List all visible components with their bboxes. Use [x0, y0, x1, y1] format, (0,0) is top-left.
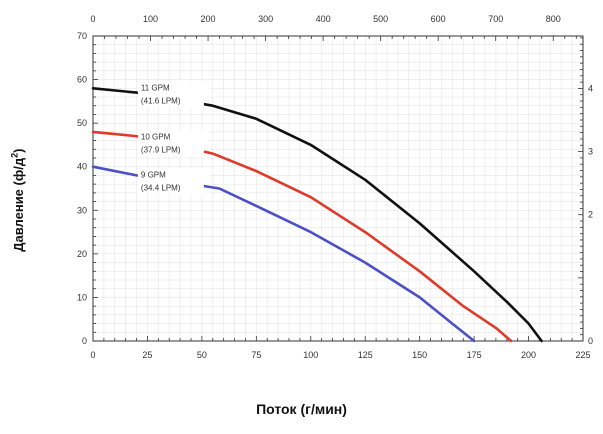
x-tick-label: 50	[197, 350, 207, 360]
right-tick-label: 0	[588, 336, 593, 346]
right-tick-label: 4	[588, 83, 593, 93]
top-tick-label: 100	[143, 14, 158, 24]
x-tick-label: 150	[412, 350, 427, 360]
y-axis-title-wrap: Давление (ф/д2)	[5, 60, 31, 340]
curve-annotation-label: 9 GPM	[141, 171, 166, 180]
y-tick-label: 50	[77, 118, 87, 128]
curve-annotation-label: (41.6 LPM)	[141, 96, 181, 105]
y-tick-label: 70	[77, 31, 87, 41]
top-tick-label: 500	[373, 14, 388, 24]
plot-frame	[92, 35, 584, 342]
y-tick-label: 30	[77, 205, 87, 215]
annotation-mask	[137, 130, 204, 157]
annotation-mask	[137, 81, 204, 108]
y-tick-label: 40	[77, 162, 87, 172]
right-tick-label: 2	[588, 210, 593, 220]
y-axis-title-close: )	[11, 148, 27, 153]
y-axis-title: Давление (ф/д2)	[10, 148, 26, 251]
curve-annotation-label: (37.9 LPM)	[141, 146, 181, 155]
x-axis-title: Поток (г/мин)	[256, 401, 347, 417]
y-tick-label: 0	[82, 336, 87, 346]
top-tick-label: 400	[316, 14, 331, 24]
x-tick-label: 175	[467, 350, 482, 360]
y-axis-title-main: Давление (ф/д	[11, 157, 27, 252]
top-tick-label: 200	[201, 14, 216, 24]
x-tick-label: 100	[303, 350, 318, 360]
x-tick-label: 200	[521, 350, 536, 360]
x-tick-label: 225	[575, 350, 590, 360]
x-tick-label: 125	[358, 350, 373, 360]
top-tick-label: 600	[431, 14, 446, 24]
top-tick-label: 0	[90, 14, 95, 24]
top-tick-label: 700	[488, 14, 503, 24]
curve-annotation-label: 10 GPM	[141, 133, 171, 142]
annotation-mask	[137, 168, 204, 195]
y-tick-label: 20	[77, 249, 87, 259]
top-tick-label: 300	[258, 14, 273, 24]
x-tick-label: 25	[142, 350, 152, 360]
y-tick-label: 10	[77, 292, 87, 302]
top-tick-label: 800	[546, 14, 561, 24]
right-tick-label: 3	[588, 147, 593, 157]
y-axis-title-superscript: 2	[9, 152, 20, 158]
curve-annotation-label: 11 GPM	[141, 83, 170, 92]
curve-annotation-label: (34.4 LPM)	[141, 184, 181, 193]
x-tick-label: 75	[251, 350, 261, 360]
y-tick-label: 60	[77, 75, 87, 85]
x-tick-label: 0	[90, 350, 95, 360]
